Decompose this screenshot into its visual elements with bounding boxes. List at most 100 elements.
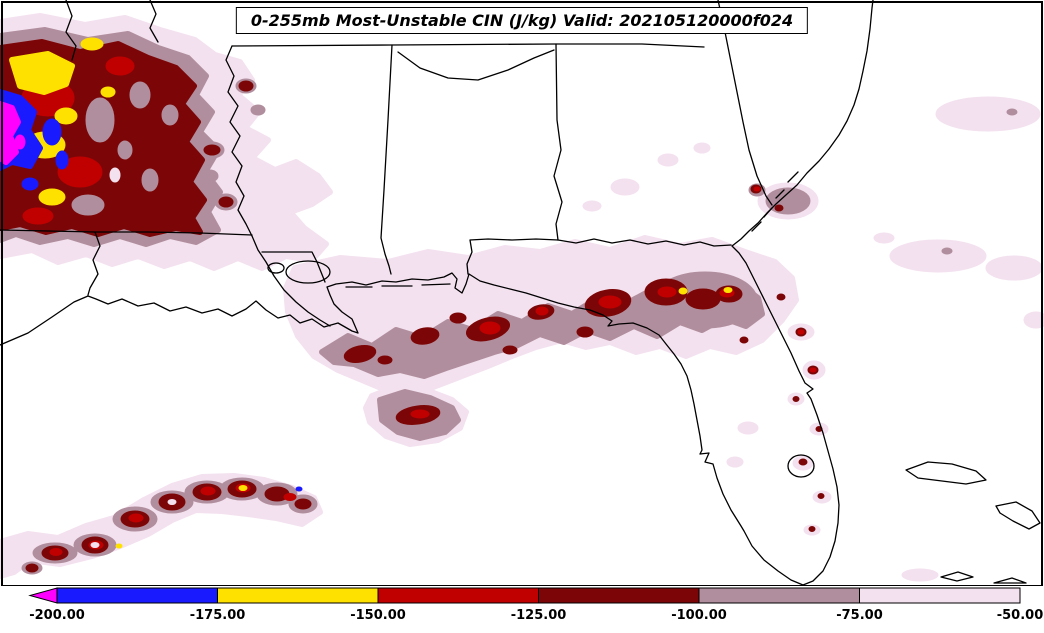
contour-region [218,196,234,208]
island-outline [905,461,987,485]
map-canvas [0,0,1044,587]
colorbar-segment [56,587,218,604]
contour-region [792,396,800,402]
contour-region [889,239,987,273]
river-line [397,49,555,81]
contour-region [817,493,825,499]
contour-region [80,37,104,51]
contour-region [797,329,805,335]
contour-region [250,104,266,116]
colorbar-tick-label: -75.00 [836,608,883,623]
contour-region [809,367,817,373]
state-border [717,0,773,206]
colorbar-extend-arrow [28,587,58,604]
map-title: 0-255mb Most-Unstable CIN (J/kg) Valid: … [235,7,809,34]
contour-region [22,207,54,225]
colorbar: -200.00 -175.00 -150.00 -125.00 -100.00 -75.0… [0,586,1044,633]
state-border [466,238,559,275]
colorbar-segment [698,587,860,604]
contour-region [117,140,133,160]
contour-region [38,188,66,206]
contour-region [873,232,895,244]
contour-region [479,321,501,335]
contour-region [377,355,393,365]
contour-region [129,81,151,109]
contour-region [685,288,721,310]
contour-region [201,169,219,183]
lake-okeechobee [787,454,815,478]
lake-pontchartrain [285,260,331,284]
contour-region [109,167,121,183]
geography-layer [0,0,1041,586]
colorbar-segment [377,587,539,604]
contour-region [57,156,103,188]
contour-region [410,409,430,419]
contour-region [238,80,254,92]
contour-region [776,293,786,301]
contour-region [935,96,1041,132]
contour-region [167,499,177,505]
contour-region [9,51,75,95]
contour-region [693,142,711,154]
state-border [0,229,253,236]
contour-region [798,458,808,466]
contour-region [343,344,377,364]
contour-region [90,542,100,548]
contour-region [141,168,159,192]
contour-region [128,513,144,523]
contour-region [657,286,677,298]
contour-region [71,194,105,216]
lake-maurepas [267,262,285,274]
contour-region [598,295,622,309]
contour-region [25,563,39,573]
colorbar-segment [859,587,1021,604]
contour-region [576,326,594,338]
island-outline [751,171,799,232]
island-outline [995,501,1041,530]
contour-region [737,421,759,435]
colorbar-canvas: -200.00 -175.00 -150.00 -125.00 -100.00 -75.0… [28,587,1044,623]
contour-region [502,345,518,355]
colorbar-tick-label: -125.00 [511,608,567,623]
contour-region [49,548,63,556]
contour-region [808,526,816,532]
contour-region [410,327,440,345]
contour-region [1006,108,1018,116]
state-border [380,44,393,275]
contour-region [54,107,78,125]
contour-region [105,56,135,76]
river-line [251,235,331,327]
contour-region [657,153,679,167]
contour-region [85,97,115,143]
state-border [553,43,563,241]
contour-region [535,306,549,316]
contour-region [901,568,939,582]
state-border [87,231,101,296]
contour-region [941,247,953,255]
river-line [65,0,77,61]
contour-region [582,200,602,212]
contour-region [42,118,62,146]
colorbar-tick-label: -150.00 [350,608,406,623]
map-title-text: 0-255mb Most-Unstable CIN (J/kg) Valid: … [250,11,794,30]
contour-region [678,287,688,295]
contour-region [203,144,221,156]
contour-region [21,177,39,191]
contour-region [115,543,123,549]
state-border [231,43,705,48]
river-line [149,0,159,43]
contour-region [765,187,811,215]
colorbar-tick-label: -200.00 [29,608,85,623]
contour-region [294,498,312,510]
contour-region [55,150,69,170]
contour-region [753,186,761,192]
island-outline [345,283,451,288]
colorbar-tick-label: -50.00 [997,608,1044,623]
colorbar-tick-label: -175.00 [190,608,246,623]
contour-region [726,456,744,468]
contour-fill-layer [0,13,1044,582]
contour-region [200,486,216,496]
island-outline [940,571,974,582]
contour-region [723,287,733,293]
